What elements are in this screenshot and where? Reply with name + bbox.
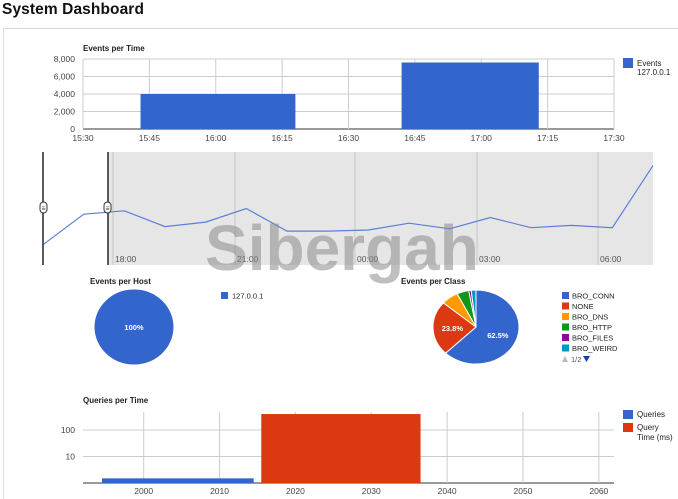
y-tick-label: 100 (61, 425, 75, 435)
navigator-right-handle-grip[interactable] (103, 201, 112, 214)
host-legend-swatch[interactable] (221, 292, 228, 299)
query-bar[interactable] (101, 478, 254, 483)
events-legend-host[interactable]: 127.0.0.1 (637, 68, 671, 77)
pager-label: 1/2 (571, 355, 581, 364)
y-tick-label: 10 (66, 452, 76, 462)
events-per-host-chart: Events per Host 100% 127.0.0.1 (90, 277, 263, 366)
events-bar[interactable] (401, 62, 539, 130)
x-tick-label: 17:30 (603, 133, 625, 143)
navigator-grid (112, 152, 599, 265)
events-per-time-chart: Events per Time 15:30 15:45 16:00 16:15 16:3… (54, 44, 671, 143)
events-legend-swatch[interactable] (623, 58, 633, 68)
x-tick-label: 17:00 (471, 133, 493, 143)
events-per-time-title: Events per Time (83, 44, 145, 53)
class-legend-swatch[interactable] (562, 344, 569, 352)
x-tick-label: 15:30 (72, 133, 94, 143)
y-tick-label: 4,000 (54, 89, 76, 99)
queries-per-time-bars (101, 414, 421, 483)
pager-next-icon[interactable] (583, 356, 590, 362)
x-tick-label: 2020 (286, 486, 305, 496)
class-legend-swatch[interactable] (562, 302, 569, 310)
queries-legend-swatch[interactable] (623, 410, 633, 419)
x-tick-label: 2050 (514, 486, 533, 496)
navigator-tick-label: 03:00 (479, 254, 501, 264)
y-tick-label: 6,000 (54, 72, 76, 82)
x-tick-label: 17:15 (537, 133, 559, 143)
x-tick-label: 15:45 (139, 133, 161, 143)
navigator-right-handle[interactable]: ≡ (103, 201, 112, 214)
pie-slice-label: 23.8% (442, 324, 464, 333)
events-per-class-title: Events per Class (401, 277, 466, 286)
navigator-series-line (42, 165, 654, 246)
queries-per-time-y-ticks: 100 10 (61, 425, 75, 462)
events-per-time-y-ticks: 8,000 6,000 4,000 2,000 0 (54, 54, 76, 134)
dashboard-frame (3, 28, 678, 499)
timeline-navigator[interactable]: ≡ ≡ 18:00 21:00 00:00 03:00 06:00 (39, 152, 654, 265)
x-tick-label: 16:45 (404, 133, 426, 143)
y-tick-label: 0 (70, 124, 75, 134)
navigator-tick-label: 21:00 (237, 254, 259, 264)
x-tick-label: 16:00 (205, 133, 227, 143)
events-per-host-pie: 100% (93, 288, 175, 366)
watermark: Sibergah (205, 212, 479, 284)
class-legend-label: BRO_FILES (572, 334, 613, 343)
x-tick-label: 2000 (134, 486, 153, 496)
pie-slice[interactable] (93, 288, 175, 366)
navigator-left-handle[interactable]: ≡ (39, 201, 48, 214)
x-tick-label: 16:30 (338, 133, 360, 143)
navigator-unselected-region (43, 152, 108, 265)
navigator-x-ticks: 18:00 21:00 00:00 03:00 06:00 (115, 254, 622, 264)
pager-prev-icon[interactable] (562, 356, 568, 362)
pie-slice[interactable] (444, 289, 520, 365)
events-per-time-bars (140, 62, 539, 130)
class-legend-label: NONE (572, 302, 594, 311)
pie-slice-label: 62.5% (487, 331, 509, 340)
y-tick-label: 8,000 (54, 54, 76, 64)
events-per-host-title: Events per Host (90, 277, 151, 286)
pie-slice[interactable] (432, 302, 477, 354)
class-legend-swatch[interactable] (562, 323, 569, 331)
class-legend-label: BRO_WEIRD (572, 344, 618, 353)
legend-pager[interactable]: 1/2 (562, 355, 590, 364)
events-per-time-x-ticks: 15:30 15:45 16:00 16:15 16:30 16:45 17:00 17:15… (72, 133, 625, 143)
navigator-selected-range[interactable] (108, 152, 653, 265)
grip-icon: ≡ (105, 206, 109, 213)
x-tick-label: 2060 (589, 486, 608, 496)
x-tick-label: 2040 (438, 486, 457, 496)
query-time-legend-label[interactable]: Query (637, 423, 659, 432)
host-legend-label[interactable]: 127.0.0.1 (232, 292, 263, 301)
class-legend-swatch[interactable] (562, 313, 569, 320)
query-time-legend-unit[interactable]: Time (ms) (637, 433, 673, 442)
class-legend-label: BRO_DNS (572, 313, 608, 322)
grip-icon: ≡ (41, 206, 45, 213)
queries-per-time-chart: Queries per Time 2000 2010 2020 2030 2040 205… (61, 396, 673, 496)
navigator-tick-label: 18:00 (115, 254, 137, 264)
queries-legend-label[interactable]: Queries (637, 410, 665, 419)
x-tick-label: 16:15 (271, 133, 293, 143)
events-bar[interactable] (140, 94, 296, 129)
class-legend-swatch[interactable] (562, 292, 569, 299)
queries-per-time-title: Queries per Time (83, 396, 149, 405)
events-per-class-pie: 62.5% 23.8% (432, 289, 520, 365)
query-time-legend-swatch[interactable] (623, 423, 633, 432)
pie-slice-label: 100% (124, 323, 144, 332)
x-tick-label: 2010 (210, 486, 229, 496)
events-per-class-chart: Events per Class 62.5% 23.8% BRO_CONNNONE… (401, 277, 618, 365)
y-tick-label: 2,000 (54, 107, 76, 117)
pie-slice[interactable] (470, 289, 477, 328)
x-tick-label: 2030 (362, 486, 381, 496)
queries-per-time-x-ticks: 2000 2010 2020 2030 2040 2050 2060 (134, 486, 608, 496)
class-legend-label: BRO_HTTP (572, 323, 612, 332)
navigator-left-handle-grip[interactable] (39, 201, 48, 214)
query-bar[interactable] (261, 414, 421, 483)
navigator-tick-label: 06:00 (600, 254, 622, 264)
events-legend-label[interactable]: Events (637, 59, 661, 68)
page-title: System Dashboard (2, 1, 145, 18)
class-legend-label: BRO_CONN (572, 292, 615, 301)
class-legend-swatch[interactable] (562, 334, 569, 341)
navigator-tick-label: 00:00 (357, 254, 379, 264)
